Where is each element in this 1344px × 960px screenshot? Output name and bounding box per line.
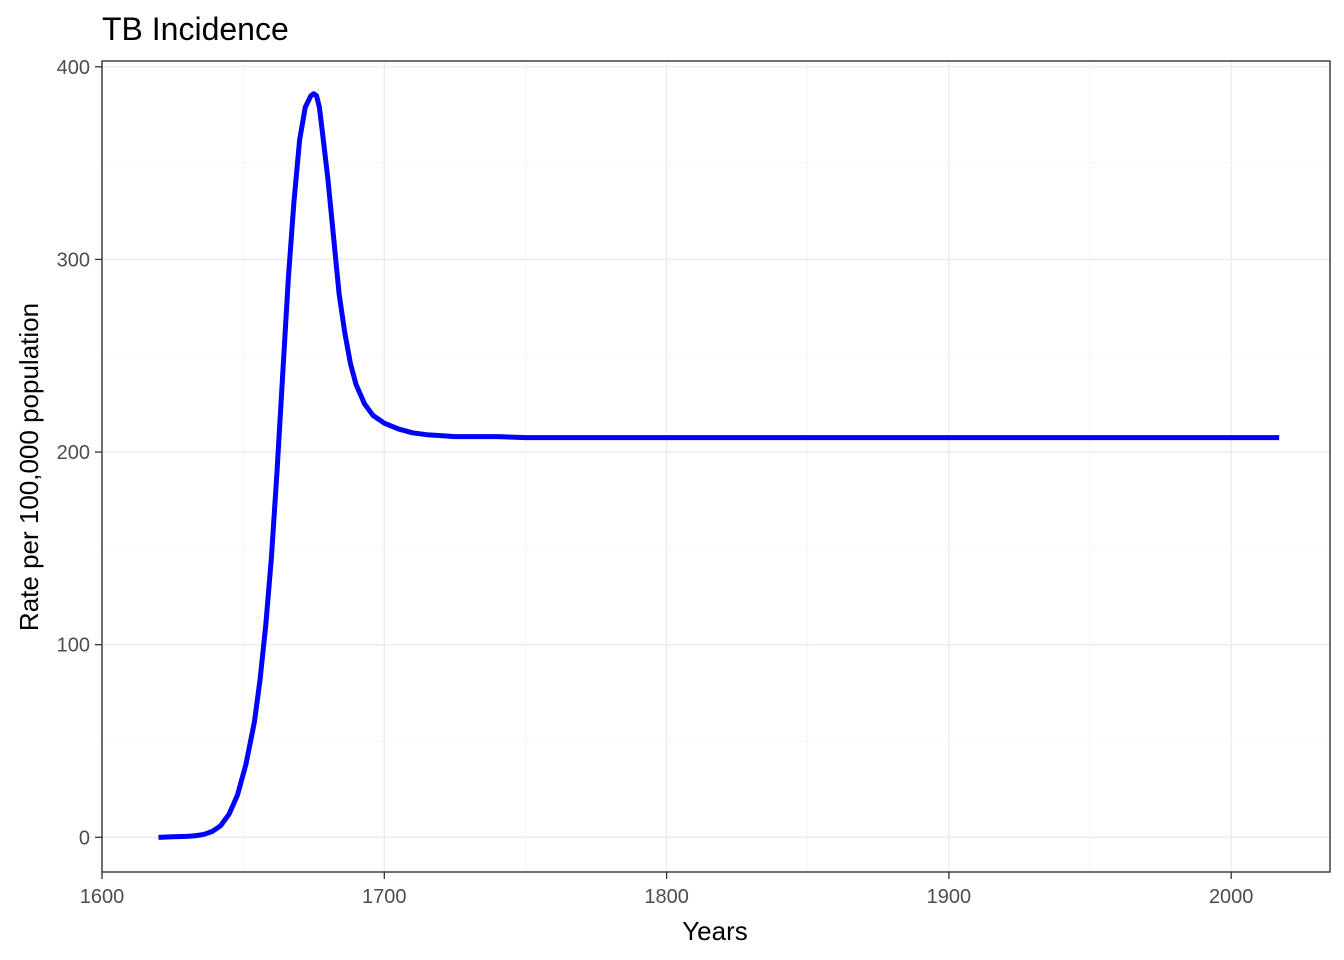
plot-area: 1600 1700 1800 1900 2000 0 100 200 300 400 bbox=[57, 57, 1331, 908]
x-tick-label: 1900 bbox=[927, 886, 972, 908]
y-tick-label: 300 bbox=[57, 249, 90, 271]
x-tick-label: 1600 bbox=[80, 886, 125, 908]
chart-title: TB Incidence bbox=[102, 11, 289, 47]
y-tick-label: 200 bbox=[57, 442, 90, 464]
y-axis-title: Rate per 100,000 population bbox=[14, 303, 44, 631]
y-tick-label: 400 bbox=[57, 57, 90, 79]
panel-border bbox=[101, 60, 1331, 873]
x-tick-label: 2000 bbox=[1209, 886, 1254, 908]
y-tick-label: 0 bbox=[79, 827, 90, 849]
y-tick-label: 100 bbox=[57, 635, 90, 657]
x-tick-label: 1700 bbox=[362, 886, 407, 908]
series-line-0 bbox=[158, 91, 1280, 840]
x-tick-label: 1800 bbox=[644, 886, 689, 908]
x-axis-title: Years bbox=[682, 916, 748, 946]
